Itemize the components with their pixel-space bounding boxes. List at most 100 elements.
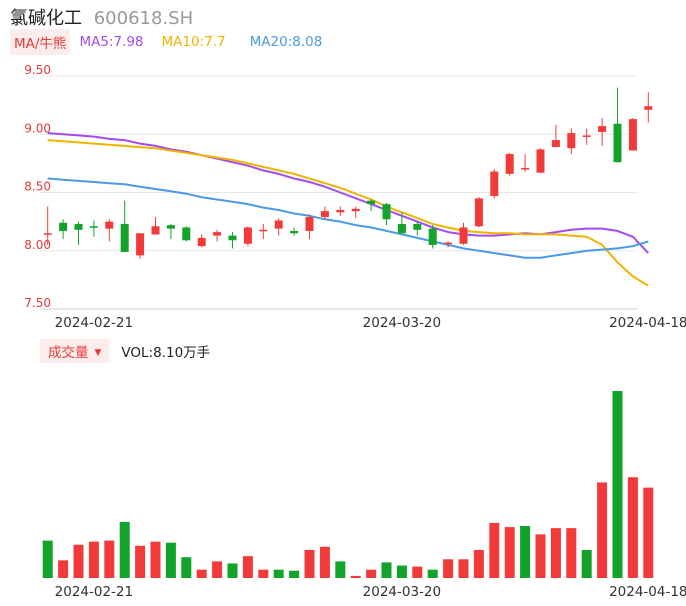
candle-body	[521, 168, 530, 170]
volume-bar	[88, 541, 99, 578]
candle-body	[89, 226, 98, 228]
candle-body	[459, 227, 468, 244]
volume-bar	[566, 528, 577, 578]
volume-bar	[350, 575, 361, 578]
volume-toggle-button[interactable]: 成交量 ▼	[40, 339, 110, 363]
moving-average-lines	[47, 132, 650, 287]
price-axis: 9.50 9.00 8.50 8.00 7.50	[24, 63, 51, 310]
volume-legend: 成交量 ▼ VOL:8.10万手	[40, 339, 211, 363]
volume-bar	[443, 559, 454, 578]
candle-body	[336, 209, 345, 213]
volume-bar	[319, 546, 330, 578]
ma-toggle-button[interactable]: MA/牛熊	[10, 29, 71, 55]
ma-line-ma5	[47, 132, 650, 254]
volume-bar	[504, 527, 515, 578]
volume-bar	[550, 528, 561, 578]
volume-bar	[581, 549, 592, 578]
volume-bar	[242, 556, 253, 578]
candle-body	[367, 200, 376, 205]
x-tick-label: 2024-03-20	[363, 584, 441, 600]
volume-bar	[58, 560, 69, 578]
candle-body	[182, 227, 191, 241]
y-tick-label: 9.50	[24, 63, 51, 77]
stock-code: 600618.SH	[93, 8, 194, 29]
candlestick-series	[43, 87, 653, 259]
volume-bar	[258, 569, 269, 578]
candle-body	[166, 225, 175, 229]
ma10-label: MA10:7.7	[161, 34, 226, 50]
volume-bar	[212, 561, 223, 578]
volume-bar	[396, 565, 407, 578]
volume-bar	[165, 542, 176, 578]
volume-bar-series	[42, 391, 654, 578]
candle-body	[74, 223, 83, 230]
volume-bar	[150, 541, 161, 578]
volume-value: VOL:8.10万手	[121, 345, 211, 361]
volume-bar	[73, 544, 84, 578]
candle-body	[43, 233, 52, 235]
candle-body	[105, 221, 114, 229]
y-tick-label: 7.50	[24, 296, 51, 310]
candle-body	[120, 223, 129, 252]
volume-bar	[520, 526, 531, 578]
candle-body	[213, 232, 222, 236]
volume-bar	[458, 559, 469, 578]
volume-bar	[627, 477, 638, 578]
candle-body	[397, 223, 406, 234]
volume-bar	[535, 534, 546, 578]
volume-bar	[304, 549, 315, 578]
volume-bar	[104, 540, 115, 578]
price-x-axis: 2024-02-21 2024-03-20 2024-04-18	[55, 315, 686, 331]
volume-bar	[227, 563, 238, 578]
volume-bar	[273, 569, 284, 578]
volume-bar	[412, 566, 423, 578]
volume-bar	[366, 569, 377, 578]
stock-header: 氯碱化工 600618.SH	[10, 4, 193, 30]
ma-line-ma20	[47, 177, 649, 259]
candle-body	[582, 135, 591, 137]
candle-body	[536, 149, 545, 173]
volume-bar	[42, 540, 53, 578]
y-tick-label: 8.50	[24, 180, 51, 194]
volume-bar	[473, 549, 484, 578]
volume-bar	[335, 561, 346, 578]
volume-bar	[489, 522, 500, 578]
candle-body	[613, 123, 622, 163]
volume-bar	[196, 569, 207, 578]
volume-bar	[289, 570, 300, 578]
candle-body	[474, 198, 483, 227]
candle-body	[444, 242, 453, 245]
y-tick-label: 8.00	[24, 238, 51, 252]
candle-body	[551, 140, 560, 148]
volume-x-axis: 2024-02-21 2024-03-20 2024-04-18	[55, 584, 686, 600]
x-tick-label: 2024-04-18	[609, 315, 686, 331]
ma5-label: MA5:7.98	[79, 34, 144, 50]
ma20-label: MA20:8.08	[249, 34, 323, 50]
volume-bar	[119, 521, 130, 578]
x-tick-label: 2024-02-21	[55, 315, 133, 331]
candle-body	[290, 230, 299, 234]
volume-bar	[381, 562, 392, 578]
volume-bar	[181, 557, 192, 578]
volume-bar	[427, 569, 438, 578]
candle-body	[628, 119, 637, 151]
volume-bar	[135, 545, 146, 578]
candle-body	[505, 154, 514, 174]
candle-body	[305, 216, 314, 231]
volume-bar	[643, 487, 654, 578]
candle-body	[259, 229, 268, 232]
candle-body	[644, 106, 653, 110]
candle-body	[351, 208, 360, 212]
candle-body	[428, 228, 437, 245]
candle-body	[320, 211, 329, 217]
candle-body	[136, 233, 145, 256]
ma-line-ma10	[47, 139, 649, 287]
candle-body	[413, 223, 422, 230]
caret-down-icon: ▼	[94, 348, 102, 358]
candle-body	[59, 222, 68, 231]
candle-body	[243, 227, 252, 244]
candle-body	[567, 133, 576, 149]
candle-body	[490, 171, 499, 196]
candle-body	[151, 226, 160, 235]
candle-body	[197, 237, 206, 247]
